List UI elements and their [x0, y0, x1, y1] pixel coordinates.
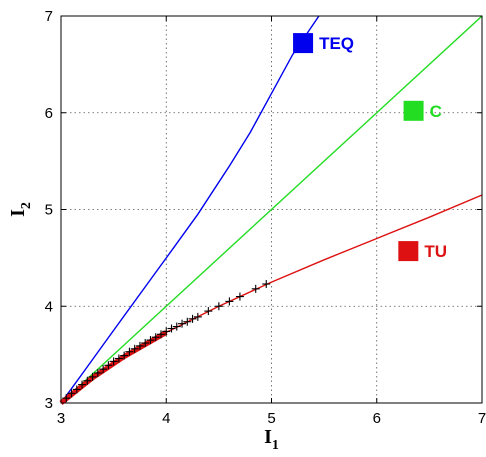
data-point-marker — [193, 312, 202, 321]
x-axis-label: I1 — [264, 426, 279, 453]
x-axis-label-main: I — [264, 426, 272, 448]
data-point-marker — [178, 319, 187, 328]
x-tick-label: 7 — [478, 410, 486, 427]
data-point-marker — [120, 351, 129, 360]
legend-label: TEQ — [319, 34, 354, 53]
legend: TEQ C TU — [293, 33, 447, 261]
data-point-marker — [167, 324, 176, 333]
y-axis-label-subscript: 2 — [19, 202, 34, 209]
legend-entry-c: C — [403, 100, 442, 121]
series-line-teq — [61, 16, 320, 403]
data-point-marker — [151, 333, 160, 342]
y-tick-label: 7 — [45, 8, 53, 25]
y-tick-label: 4 — [45, 298, 53, 315]
y-axis-label-main: I — [7, 209, 29, 217]
data-point-marker — [204, 307, 213, 316]
legend-swatch — [293, 33, 314, 54]
data-point-marker — [62, 394, 71, 403]
y-axis-label: I2 — [7, 202, 34, 217]
legend-swatch — [403, 100, 424, 121]
legend-entry-teq: TEQ — [293, 33, 354, 54]
data-point-marker — [67, 389, 76, 398]
data-point-marker — [172, 322, 181, 331]
x-tick-label: 6 — [373, 410, 381, 427]
y-tick-label: 5 — [45, 202, 53, 219]
data-point-marker — [99, 365, 108, 374]
data-point-marker — [130, 344, 139, 353]
data-point-marker — [188, 314, 197, 323]
legend-label: TU — [424, 242, 447, 261]
data-point-marker — [135, 341, 144, 350]
ticks: 3 4 5 6 7 3 4 5 6 7 — [45, 8, 486, 427]
data-point-marker — [183, 317, 192, 326]
legend-entry-tu: TU — [398, 241, 447, 261]
marker-layer — [62, 279, 271, 403]
x-tick-label: 3 — [57, 410, 65, 427]
data-point-marker — [214, 302, 223, 311]
data-point-marker — [156, 330, 165, 339]
data-point-marker — [104, 361, 113, 370]
x-tick-label: 5 — [267, 410, 275, 427]
data-point-marker — [88, 372, 97, 381]
data-point-marker — [125, 347, 134, 356]
y-tick-label: 3 — [45, 395, 53, 412]
data-point-marker — [146, 336, 155, 345]
data-point-marker — [235, 292, 244, 301]
data-point-marker — [93, 369, 102, 378]
data-point-marker — [72, 385, 81, 394]
data-point-marker — [83, 376, 92, 385]
y-tick-label: 6 — [45, 105, 53, 122]
data-point-marker — [251, 284, 260, 293]
x-tick-label: 4 — [162, 410, 170, 427]
legend-label: C — [430, 102, 442, 121]
x-axis-label-subscript: 1 — [272, 438, 279, 453]
legend-swatch — [398, 241, 419, 262]
series-line-c — [61, 16, 482, 403]
data-point-marker — [162, 327, 171, 336]
data-point-marker — [225, 297, 234, 306]
data-point-marker — [78, 380, 87, 389]
data-point-marker — [114, 354, 123, 363]
data-point-marker — [141, 339, 150, 348]
data-point-marker — [262, 279, 271, 288]
data-point-marker — [109, 357, 118, 366]
